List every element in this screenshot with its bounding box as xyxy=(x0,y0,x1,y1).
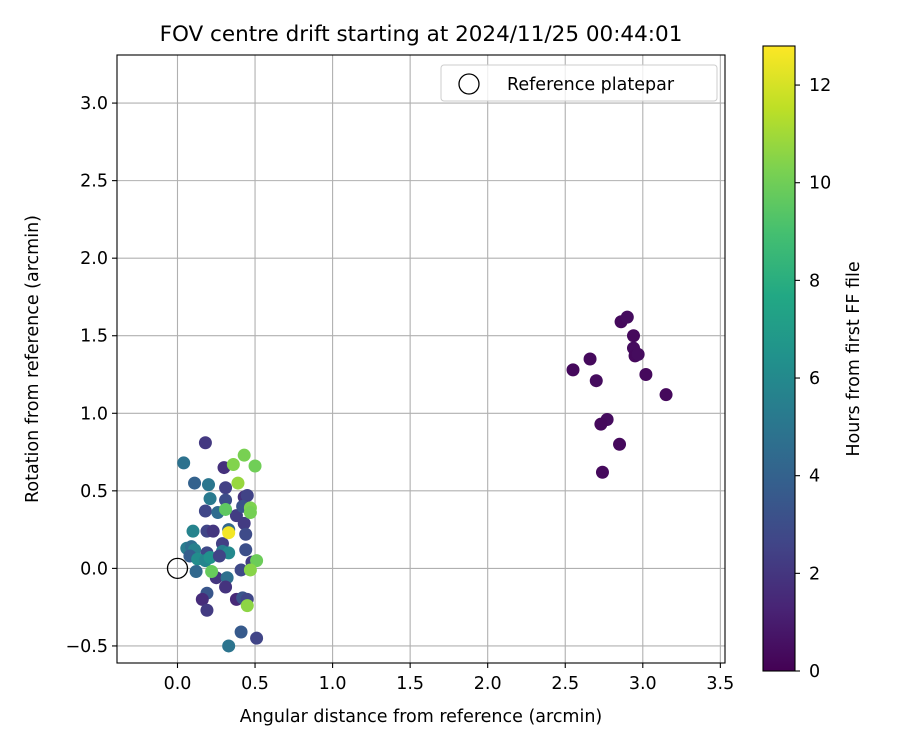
data-point xyxy=(219,481,233,495)
data-point xyxy=(200,603,214,617)
data-point xyxy=(240,488,254,502)
data-point xyxy=(195,592,209,606)
data-point xyxy=(226,457,240,471)
data-point xyxy=(626,329,640,343)
data-point xyxy=(583,352,597,366)
data-point xyxy=(222,639,236,653)
y-tick-label: −0.5 xyxy=(66,637,109,657)
data-point xyxy=(234,625,248,639)
x-tick-label: 0.0 xyxy=(164,674,192,694)
colorbar-tick-label: 10 xyxy=(809,174,831,194)
colorbar-tick-label: 6 xyxy=(809,369,820,389)
data-point xyxy=(620,310,634,324)
y-tick-label: 1.5 xyxy=(80,327,108,347)
data-point xyxy=(219,580,233,594)
data-point xyxy=(659,388,673,402)
y-tick-label: 2.5 xyxy=(80,172,108,192)
data-point xyxy=(595,465,609,479)
colorbar-label: Hours from first FF file xyxy=(844,261,864,456)
data-point xyxy=(243,506,257,520)
y-axis-ticks: −0.5 0.0 0.5 1.0 1.5 2.0 2.5 3.0 xyxy=(66,94,117,657)
y-tick-label: 0.5 xyxy=(80,482,108,502)
data-point xyxy=(248,459,262,473)
data-point xyxy=(202,478,216,492)
x-axis-ticks: 0.0 0.5 1.0 1.5 2.0 2.5 3.0 3.5 xyxy=(164,663,734,694)
data-point xyxy=(250,631,264,645)
data-point xyxy=(250,554,264,568)
y-tick-label: 2.0 xyxy=(80,249,108,269)
data-point xyxy=(234,563,248,577)
x-tick-label: 1.5 xyxy=(396,674,424,694)
data-point xyxy=(613,437,627,451)
data-point xyxy=(219,502,233,516)
data-point xyxy=(231,476,245,490)
data-point xyxy=(186,524,200,538)
colorbar-tick-label: 0 xyxy=(809,662,820,682)
data-point xyxy=(205,564,219,578)
x-tick-label: 3.5 xyxy=(706,674,734,694)
colorbar-tick-label: 2 xyxy=(809,564,820,584)
reference-marker xyxy=(166,557,189,580)
colorbar-ticks: 0 2 4 6 8 10 12 xyxy=(795,76,831,682)
x-tick-label: 2.5 xyxy=(551,674,579,694)
colorbar-tick-label: 4 xyxy=(809,467,820,487)
legend: Reference platepar xyxy=(440,64,718,102)
y-axis-label: Rotation from reference (arcmin) xyxy=(23,215,43,503)
data-point xyxy=(240,599,254,613)
colorbar-gradient xyxy=(762,45,796,672)
data-point xyxy=(237,516,251,530)
y-tick-label: 1.0 xyxy=(80,404,108,424)
data-point xyxy=(594,417,608,431)
data-point xyxy=(189,564,203,578)
colorbar-tick-label: 12 xyxy=(809,76,831,96)
data-point xyxy=(222,526,236,540)
chart-title: FOV centre drift starting at 2024/11/25 … xyxy=(160,22,683,47)
data-point xyxy=(177,456,191,470)
legend-marker-open-circle xyxy=(458,73,480,95)
legend-box xyxy=(440,64,718,102)
data-point xyxy=(631,347,645,361)
grid-lines xyxy=(117,55,725,663)
data-point xyxy=(639,368,653,382)
colorbar: 0 2 4 6 8 10 12 Hours from first FF file xyxy=(762,45,864,682)
data-points xyxy=(177,310,673,653)
x-tick-label: 3.0 xyxy=(629,674,657,694)
data-point xyxy=(589,374,603,388)
data-point xyxy=(203,492,217,506)
data-point xyxy=(188,476,202,490)
data-point xyxy=(212,549,226,563)
plot-frame xyxy=(116,54,726,664)
data-point xyxy=(566,363,580,377)
data-point xyxy=(198,504,212,518)
data-point xyxy=(206,524,220,538)
x-tick-label: 1.0 xyxy=(319,674,347,694)
data-point xyxy=(198,436,212,450)
y-tick-label: 3.0 xyxy=(80,94,108,114)
data-point xyxy=(219,493,233,507)
x-tick-label: 0.5 xyxy=(241,674,269,694)
data-point xyxy=(239,527,253,541)
data-point xyxy=(239,543,253,557)
x-tick-label: 2.0 xyxy=(474,674,502,694)
reference-platepar-marker xyxy=(166,557,189,580)
colorbar-tick-label: 8 xyxy=(809,271,820,291)
data-point xyxy=(243,563,257,577)
x-axis-label: Angular distance from reference (arcmin) xyxy=(240,707,603,727)
legend-entry-label: Reference platepar xyxy=(507,75,675,95)
data-point xyxy=(237,448,251,462)
y-tick-label: 0.0 xyxy=(80,559,108,579)
